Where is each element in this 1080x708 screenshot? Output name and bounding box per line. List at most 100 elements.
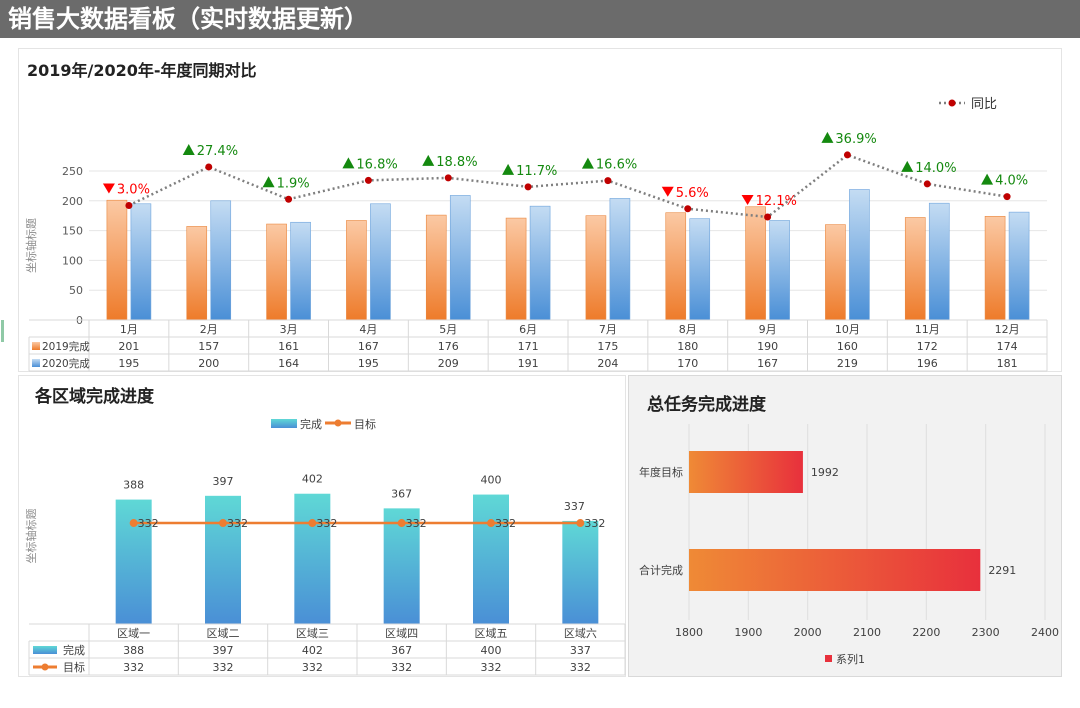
- bar-2019: [346, 220, 367, 321]
- table-cell-2019: 157: [198, 340, 219, 353]
- bar-2019: [106, 199, 128, 321]
- table-cell-target: 332: [391, 661, 412, 674]
- down-arrow-icon: [661, 186, 674, 197]
- bar-2019: [186, 226, 208, 321]
- bar-2020: [449, 195, 471, 321]
- x-tick-label: 10月: [835, 323, 860, 336]
- table-cell-2019: 201: [118, 340, 139, 353]
- table-cell-complete: 400: [481, 644, 502, 657]
- target-label: 332: [584, 517, 605, 530]
- target-label: 332: [406, 517, 427, 530]
- hbar-value-label: 2291: [988, 564, 1016, 577]
- x-tick-label: 12月: [995, 323, 1020, 336]
- task-chart: 1800 1900 2000 2100 2200 2300 2400 年度目标 1992 合计完成…: [639, 424, 1059, 666]
- table-target-marker-icon: [41, 663, 49, 671]
- ratio-point: [843, 151, 851, 159]
- y-axis-title: 坐标轴标题: [24, 218, 38, 273]
- table-cell-2019: 175: [597, 340, 618, 353]
- ratio-point: [923, 180, 931, 188]
- y-tick-label: 200: [62, 195, 83, 208]
- table-cell-2020: 191: [518, 357, 539, 370]
- legend-2020-label: 2020完成: [42, 357, 90, 370]
- x-tick-label: 区域一: [117, 627, 150, 640]
- dashboard-header: 销售大数据看板（实时数据更新）: [0, 0, 1080, 38]
- ratio-label: 14.0%: [915, 161, 956, 176]
- up-arrow-icon: [422, 154, 435, 166]
- y-tick-label: 250: [62, 165, 83, 178]
- legend-ratio-marker-icon: [948, 99, 956, 107]
- up-arrow-icon: [182, 143, 195, 155]
- yoy-chart-title: 2019年/2020年-年度同期对比: [27, 61, 257, 80]
- hbar-value-label: 1992: [811, 466, 839, 479]
- x-tick-label: 1月: [120, 323, 138, 336]
- table-cell-2020: 195: [358, 357, 379, 370]
- bar-complete: [205, 495, 241, 624]
- bar-2020: [370, 203, 391, 321]
- ratio-label: 18.8%: [436, 155, 477, 170]
- ratio-point: [604, 177, 612, 185]
- x-tick-label: 5月: [439, 323, 457, 336]
- table-cell-target: 332: [302, 661, 323, 674]
- down-arrow-icon: [741, 194, 754, 205]
- bar-2020: [130, 203, 152, 321]
- ratio-point: [444, 174, 452, 182]
- up-arrow-icon: [502, 163, 515, 175]
- ratio-line: [128, 153, 1008, 219]
- ratio-label: 4.0%: [995, 174, 1028, 189]
- x-tick-label: 2月: [200, 323, 218, 336]
- x-tick-label: 7月: [599, 323, 617, 336]
- legend-2020-swatch: [32, 359, 40, 367]
- window-edge-marker: [1, 320, 4, 342]
- task-progress-panel: 总任务完成进度 1800 1900 2000 2100 2200 2300 2400 年度目标…: [628, 375, 1062, 677]
- x-tick-label: 2100: [853, 626, 881, 639]
- x-tick-label: 3月: [280, 323, 298, 336]
- legend-series-label: 系列1: [836, 652, 865, 666]
- bar-2019: [505, 217, 527, 321]
- x-tick-label: 2000: [794, 626, 822, 639]
- legend-target-label: 目标: [354, 417, 376, 431]
- bar-2020: [210, 200, 232, 321]
- legend-ratio-label: 同比: [971, 97, 997, 112]
- table-complete-swatch: [33, 646, 57, 654]
- legend-complete-label: 完成: [300, 417, 322, 431]
- target-point: [219, 519, 227, 528]
- bar-2020: [689, 218, 711, 321]
- y-tick-label: 150: [62, 225, 83, 238]
- ratio-point: [364, 176, 372, 184]
- target-point: [576, 519, 585, 528]
- x-tick-label: 1800: [675, 626, 703, 639]
- bar-complete-label: 400: [481, 474, 502, 487]
- target-label: 332: [138, 517, 159, 530]
- x-tick-label: 区域三: [296, 627, 329, 640]
- bar-complete-label: 402: [302, 473, 323, 486]
- up-arrow-icon: [342, 157, 355, 169]
- x-tick-label: 2200: [912, 626, 940, 639]
- bar-2019: [904, 217, 926, 321]
- ratio-label: 16.8%: [356, 157, 397, 172]
- bar-2019: [825, 224, 846, 321]
- yoy-chart: 050100150200250坐标轴标题3.0%27.4%1.9%16.8%18…: [24, 97, 1048, 372]
- target-point: [487, 519, 495, 528]
- ratio-point: [764, 213, 772, 221]
- y-tick-label: 年度目标: [639, 465, 683, 479]
- x-tick-label: 9月: [759, 323, 777, 336]
- x-tick-label: 2400: [1031, 626, 1059, 639]
- bar-complete-label: 367: [391, 487, 412, 500]
- task-chart-title: 总任务完成进度: [647, 395, 766, 415]
- ratio-point: [205, 163, 213, 171]
- bar-complete-label: 388: [123, 479, 144, 492]
- bar-2019: [745, 206, 766, 321]
- ratio-label: 36.9%: [835, 132, 876, 147]
- bar-2019: [984, 215, 1006, 321]
- yoy-comparison-panel: 2019年/2020年-年度同期对比 050100150200250坐标轴标题3…: [18, 48, 1062, 372]
- ratio-label: 1.9%: [277, 176, 310, 191]
- x-tick-label: 区域五: [475, 627, 508, 640]
- target-label: 332: [227, 517, 248, 530]
- table-cell-target: 332: [481, 661, 502, 674]
- bar-2019: [665, 212, 687, 321]
- table-cell-2019: 174: [997, 340, 1018, 353]
- bar-2020: [529, 205, 551, 321]
- bar-complete-label: 337: [564, 500, 585, 513]
- ratio-label: 27.4%: [197, 144, 238, 159]
- table-cell-2020: 170: [677, 357, 698, 370]
